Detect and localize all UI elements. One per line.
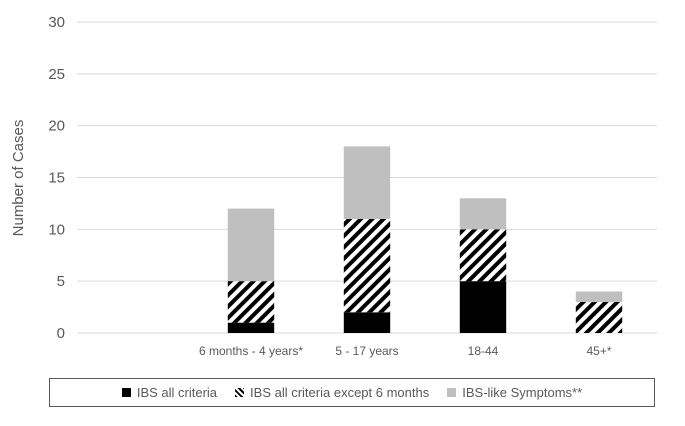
legend-item-ibs-all-criteria: IBS all criteria bbox=[121, 385, 218, 400]
legend: IBS all criteria IBS all criteria except… bbox=[49, 378, 655, 407]
bar-segment-ibs-like-symptoms bbox=[343, 146, 391, 219]
y-tick-label: 10 bbox=[48, 221, 65, 238]
bars bbox=[227, 146, 623, 333]
x-tick-label: 5 - 17 years bbox=[335, 344, 398, 358]
legend-label: IBS all criteria except 6 months bbox=[250, 385, 430, 400]
bar-segment-ibs-like-symptoms bbox=[459, 198, 507, 230]
y-tick-label: 0 bbox=[57, 325, 65, 342]
y-tick-label: 30 bbox=[48, 14, 65, 31]
y-tick-label: 20 bbox=[48, 118, 65, 135]
x-tick-label: 18-44 bbox=[468, 344, 499, 358]
bar-segment-ibs-all-criteria bbox=[227, 322, 275, 333]
legend-item-ibs-like-symptoms: IBS-like Symptoms** bbox=[447, 385, 582, 400]
bar-segment-ibs-like-symptoms bbox=[575, 291, 623, 302]
bar-segment-ibs-all-criteria bbox=[343, 312, 391, 333]
bar-segment-ibs-except-6-months bbox=[575, 301, 623, 333]
x-tick-label: 6 months - 4 years* bbox=[199, 344, 303, 358]
y-tick-label: 5 bbox=[57, 273, 65, 290]
bar-segment-ibs-all-criteria bbox=[459, 281, 507, 333]
y-axis-tick-labels: 0 5 10 15 20 25 30 bbox=[48, 14, 65, 342]
legend-label: IBS-like Symptoms** bbox=[462, 385, 583, 400]
y-tick-label: 15 bbox=[48, 170, 65, 187]
y-tick-label: 25 bbox=[48, 66, 65, 83]
bar-segment-ibs-like-symptoms bbox=[227, 208, 275, 282]
y-axis-label: Number of Cases bbox=[10, 120, 27, 237]
bar-segment-ibs-except-6-months bbox=[459, 229, 507, 282]
bar-segment-ibs-except-6-months bbox=[227, 281, 275, 323]
legend-label: IBS all criteria bbox=[136, 385, 218, 400]
bar-segment-ibs-except-6-months bbox=[343, 218, 391, 313]
legend-swatch-solid-black bbox=[121, 388, 131, 397]
x-axis-tick-labels: 6 months - 4 years* 5 - 17 years 18-44 45+* bbox=[199, 344, 612, 358]
x-tick-label: 45+* bbox=[586, 344, 611, 358]
legend-swatch-hatched bbox=[235, 388, 245, 397]
legend-item-ibs-except-6-months: IBS all criteria except 6 months bbox=[235, 385, 429, 400]
legend-swatch-gray bbox=[447, 388, 457, 397]
